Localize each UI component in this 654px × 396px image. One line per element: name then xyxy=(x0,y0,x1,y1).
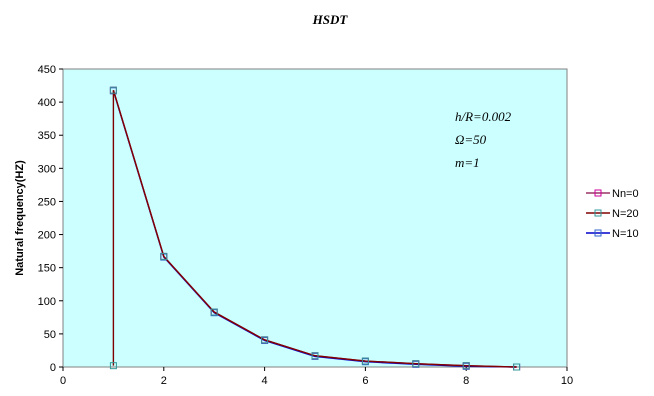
x-tick-label: 10 xyxy=(561,375,573,387)
annotations: h/R=0.002 Ω=50 m=1 xyxy=(455,109,512,170)
y-tick-label: 400 xyxy=(38,97,56,109)
y-tick-label: 450 xyxy=(38,64,56,76)
legend-label: N=10 xyxy=(612,228,639,240)
legend-marker xyxy=(594,229,602,237)
legend-item: Nn=0 xyxy=(586,188,639,200)
y-tick-label: 350 xyxy=(38,130,56,142)
data-point xyxy=(412,360,420,368)
legend-marker xyxy=(594,209,602,217)
annotation-m: m=1 xyxy=(455,155,480,170)
x-tick-label: 4 xyxy=(262,375,268,387)
y-axis-label: Natural frequency(HZ) xyxy=(14,160,26,276)
data-point xyxy=(361,357,369,365)
series-1 xyxy=(109,86,521,371)
data-point xyxy=(109,86,117,94)
y-tick-label: 0 xyxy=(50,362,56,374)
annotation-omega: Ω=50 xyxy=(455,132,487,147)
x-axis: 0 2 4 6 8 10 xyxy=(60,367,573,387)
x-tick-label: 2 xyxy=(161,375,167,387)
series-line xyxy=(112,89,517,368)
legend-marker xyxy=(594,189,602,197)
y-tick-label: 100 xyxy=(38,296,56,308)
y-tick-label: 300 xyxy=(38,163,56,175)
annotation-h-r: h/R=0.002 xyxy=(455,109,512,124)
y-tick-label: 250 xyxy=(38,196,56,208)
data-point xyxy=(311,352,319,360)
data-point xyxy=(210,308,218,316)
data-point xyxy=(462,362,470,370)
x-tick-label: 6 xyxy=(362,375,368,387)
data-point xyxy=(109,362,117,370)
plot-area xyxy=(62,68,568,368)
legend-item: N=10 xyxy=(586,228,639,240)
y-tick-label: 50 xyxy=(44,329,56,341)
x-tick-label: 8 xyxy=(463,375,469,387)
legend-label: N=20 xyxy=(612,208,639,220)
y-tick-label: 200 xyxy=(38,230,56,242)
legend: Nn=0 N=20 N=10 xyxy=(586,188,639,240)
data-point xyxy=(513,363,521,371)
data-point xyxy=(160,252,168,260)
y-axis: 0 50 100 150 200 250 300 350 400 450 xyxy=(38,64,63,374)
y-tick-label: 150 xyxy=(38,263,56,275)
chart-title: HSDT xyxy=(312,12,349,27)
data-point xyxy=(261,336,269,344)
legend-item: N=20 xyxy=(586,208,639,220)
series-layer xyxy=(109,86,521,371)
legend-label: Nn=0 xyxy=(612,188,639,200)
x-tick-label: 0 xyxy=(60,375,66,387)
